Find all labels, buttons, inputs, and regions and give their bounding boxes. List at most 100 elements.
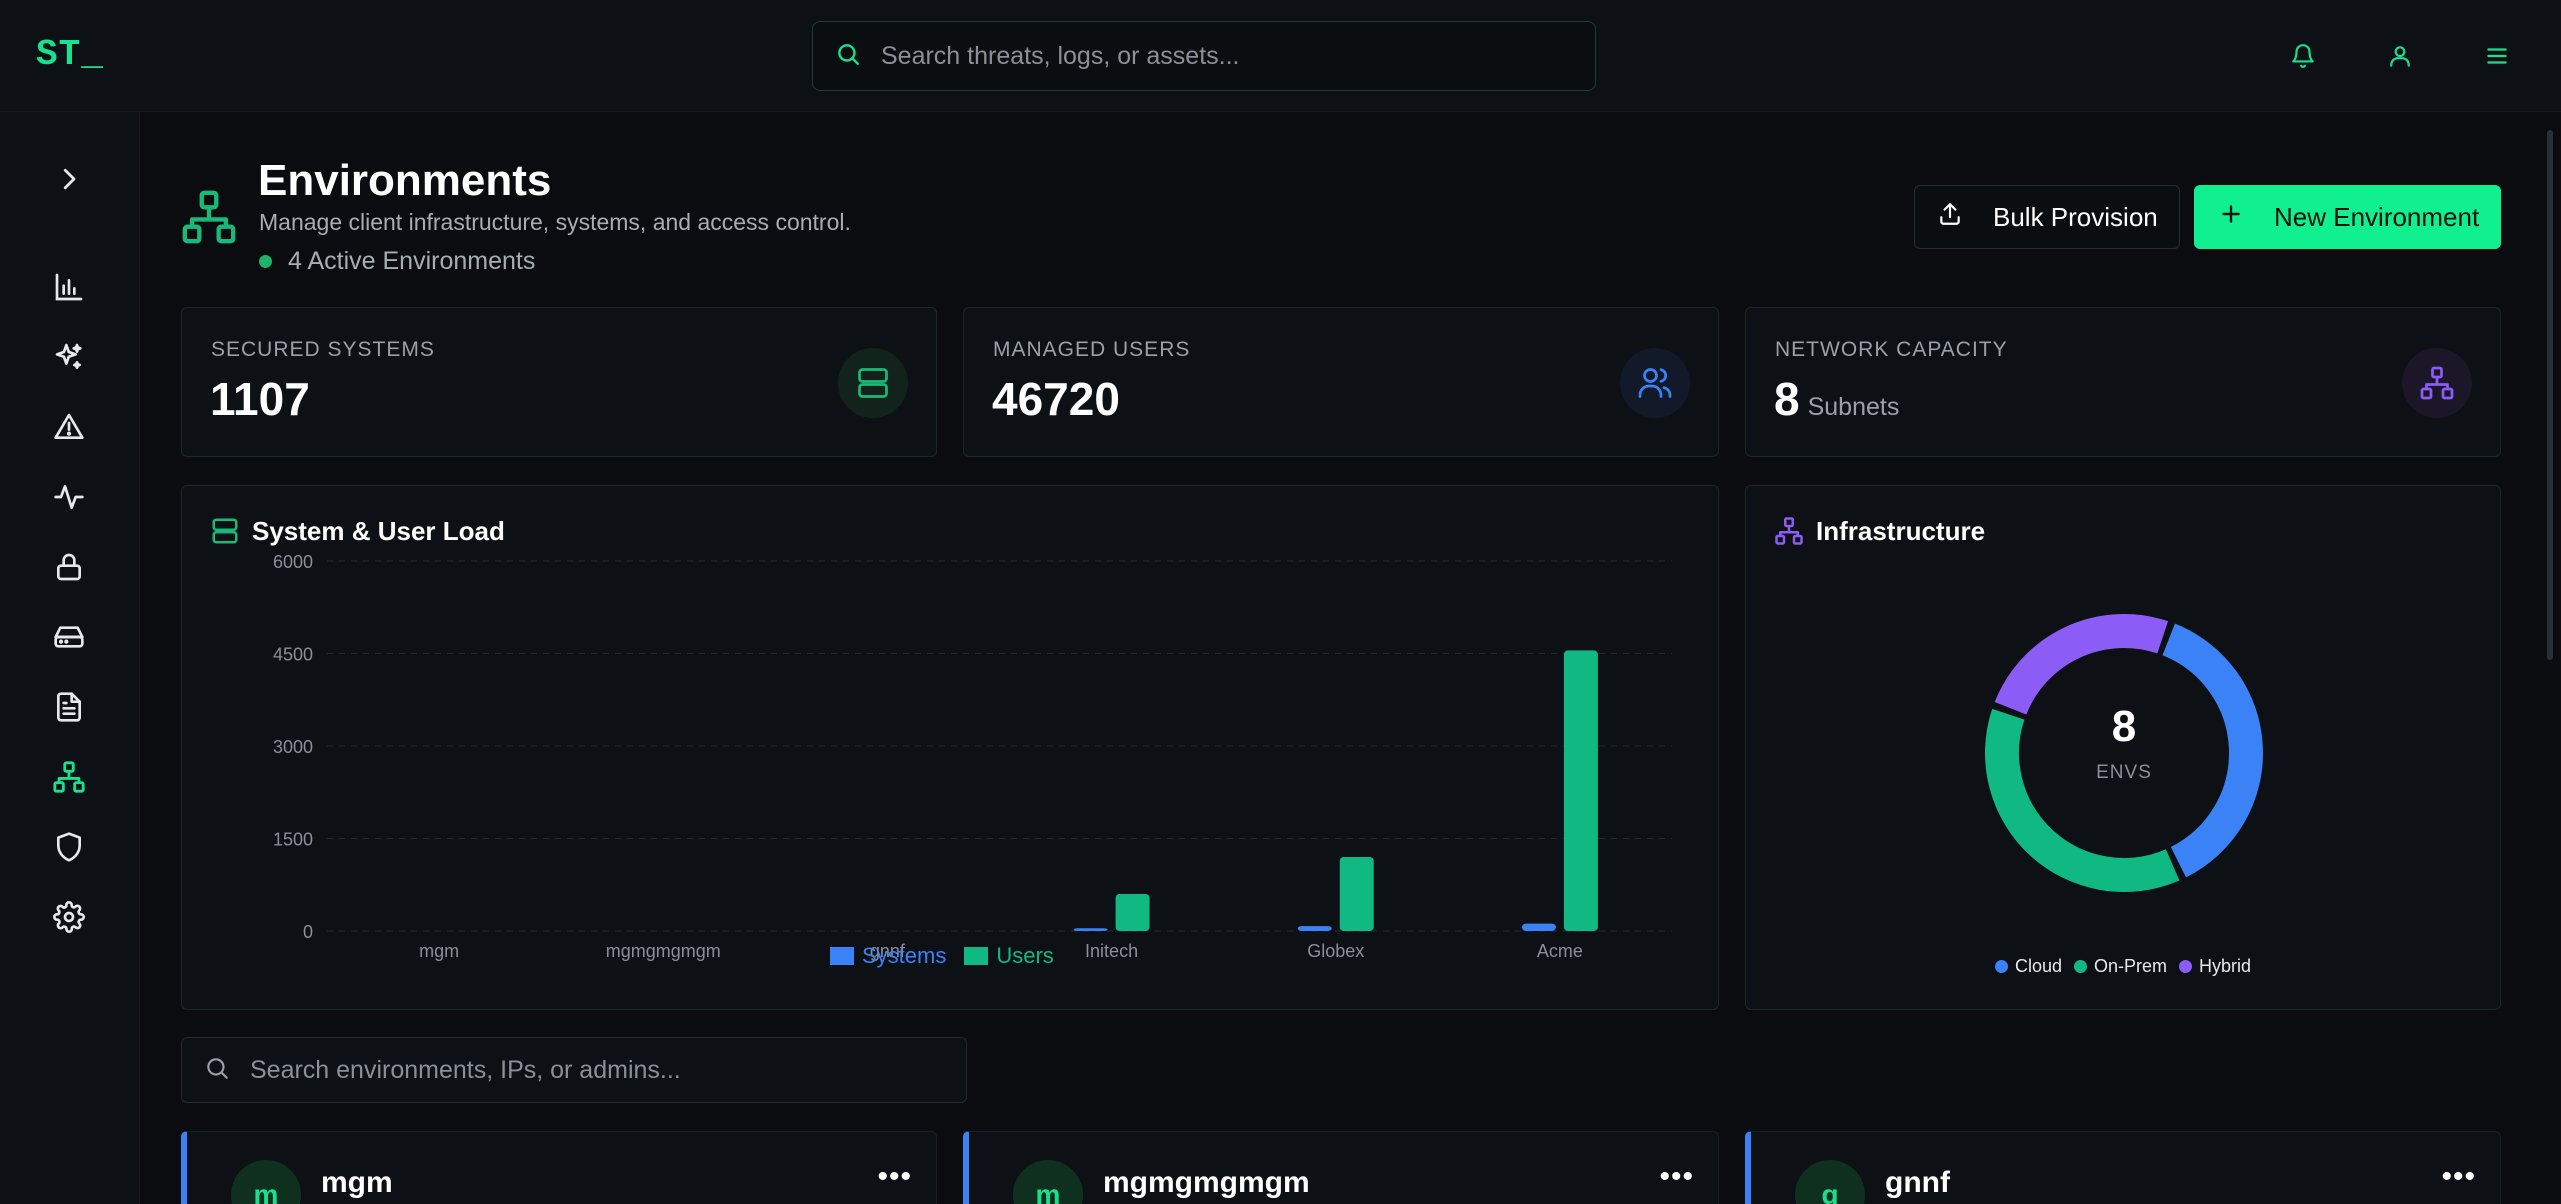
- file-text-icon[interactable]: [46, 684, 92, 730]
- stat-label: NETWORK CAPACITY: [1775, 338, 2008, 361]
- network-icon: [1774, 516, 1804, 551]
- more-options-icon[interactable]: •••: [1659, 1160, 1694, 1193]
- top-bar: ST_: [0, 0, 2561, 112]
- legend-swatch-systems: [830, 947, 854, 965]
- page-title: Environments: [258, 156, 552, 205]
- environment-search-input[interactable]: [250, 1055, 950, 1085]
- stat-value: 8 Subnets: [1774, 373, 1900, 425]
- network-icon: [2402, 348, 2472, 418]
- load-chart-title: System & User Load: [252, 516, 505, 546]
- plus-icon: [2218, 201, 2244, 234]
- environment-name: mgmgmgmgm: [1103, 1166, 1310, 1199]
- sparkles-icon[interactable]: [46, 334, 92, 380]
- avatar: m: [231, 1160, 301, 1204]
- stat-value: 1107: [210, 373, 310, 425]
- hard-drive-icon[interactable]: [46, 614, 92, 660]
- bar-systems-acme: [1521, 923, 1556, 931]
- environment-name: mgm: [321, 1166, 393, 1199]
- stat-label: MANAGED USERS: [993, 338, 1191, 361]
- active-status: 4 Active Environments: [259, 247, 535, 276]
- bar-users-initech: [1115, 894, 1150, 931]
- new-environment-label: New Environment: [2274, 201, 2480, 232]
- stat-card-network-capacity: NETWORK CAPACITY 8 Subnets: [1745, 307, 2501, 457]
- user-icon[interactable]: [2382, 38, 2418, 74]
- scrollbar-thumb[interactable]: [2547, 130, 2553, 660]
- x-tick-label: Initech: [1085, 941, 1138, 961]
- sidebar: [0, 112, 140, 1204]
- legend-item-cloud: Cloud: [1994, 956, 2062, 977]
- legend-item-on-prem: On-Prem: [2074, 956, 2167, 977]
- y-tick-label: 6000: [273, 552, 313, 572]
- stat-card-secured-systems: SECURED SYSTEMS 1107: [181, 307, 937, 457]
- infrastructure-legend: Cloud On-Prem Hybrid: [1746, 956, 2500, 977]
- environment-card[interactable]: m mgmgmgmgm •••: [963, 1131, 1719, 1204]
- donut-center-value: 8: [2112, 702, 2136, 751]
- server-icon: [210, 516, 240, 551]
- donut-center-label: ENVS: [2096, 762, 2152, 783]
- more-options-icon[interactable]: •••: [2441, 1160, 2476, 1193]
- page-subtitle: Manage client infrastructure, systems, a…: [259, 209, 851, 235]
- network-icon: [180, 188, 238, 251]
- network-icon[interactable]: [46, 754, 92, 800]
- global-search-input[interactable]: [881, 41, 1561, 71]
- x-tick-label: mgmgmgmgm: [606, 941, 721, 961]
- more-options-icon[interactable]: •••: [877, 1160, 912, 1193]
- new-environment-button[interactable]: New Environment: [2194, 185, 2501, 249]
- donut-slice-hybrid: [1994, 614, 2169, 715]
- x-tick-label: Acme: [1537, 941, 1583, 961]
- status-dot: [259, 255, 272, 268]
- y-tick-label: 0: [303, 922, 313, 942]
- bar-users-acme: [1563, 650, 1598, 931]
- environment-name: gnnf: [1885, 1166, 1950, 1199]
- chevron-right-icon[interactable]: [46, 156, 92, 202]
- upload-icon: [1937, 201, 1963, 234]
- settings-icon[interactable]: [46, 894, 92, 940]
- bell-icon[interactable]: [2285, 38, 2321, 74]
- y-tick-label: 4500: [273, 645, 313, 665]
- lock-icon[interactable]: [46, 544, 92, 590]
- environment-search[interactable]: [181, 1037, 967, 1103]
- global-search[interactable]: [812, 21, 1596, 91]
- server-icon: [838, 348, 908, 418]
- x-tick-label: Globex: [1307, 941, 1364, 961]
- load-bar-chart: 0 1500 3000 4500 6000 mgm mgmgmgmgm gnnf Initech…: [273, 552, 1672, 961]
- activity-icon[interactable]: [46, 474, 92, 520]
- alert-triangle-icon[interactable]: [46, 404, 92, 450]
- app-logo[interactable]: ST_: [36, 34, 104, 75]
- stat-label: SECURED SYSTEMS: [211, 338, 435, 361]
- bar-systems-globex: [1297, 926, 1332, 931]
- avatar: g: [1795, 1160, 1865, 1204]
- donut-slice-cloud: [2162, 623, 2263, 878]
- stat-card-managed-users: MANAGED USERS 46720: [963, 307, 1719, 457]
- status-text: 4 Active Environments: [288, 247, 536, 275]
- avatar: m: [1013, 1160, 1083, 1204]
- load-chart-legend: Systems Users: [830, 943, 1054, 969]
- menu-icon[interactable]: [2479, 38, 2515, 74]
- infrastructure-donut-chart: 8 ENVS: [1985, 614, 2263, 892]
- users-icon: [1620, 348, 1690, 418]
- x-tick-label: gnnf: [870, 941, 906, 961]
- stat-value: 46720: [992, 373, 1120, 425]
- legend-item-hybrid: Hybrid: [2179, 956, 2251, 977]
- search-icon: [835, 41, 861, 72]
- infrastructure-panel: Infrastructure 8 ENVS Cloud On-Prem Hybr…: [1745, 485, 2501, 1010]
- load-chart-panel: System & User Load 0 1500 3000 4500 6000 mgm m…: [181, 485, 1719, 1010]
- infrastructure-title: Infrastructure: [1816, 516, 1986, 546]
- bar-systems-initech: [1073, 928, 1108, 931]
- legend-swatch-users: [964, 947, 989, 965]
- y-tick-label: 1500: [273, 830, 313, 850]
- environment-card[interactable]: g gnnf •••: [1745, 1131, 2501, 1204]
- environment-card[interactable]: m mgm •••: [181, 1131, 937, 1204]
- legend-label-users: Users: [996, 943, 1054, 968]
- search-icon: [204, 1055, 230, 1086]
- y-tick-label: 3000: [273, 737, 313, 757]
- legend-label-systems: Systems: [862, 943, 947, 968]
- shield-icon[interactable]: [46, 824, 92, 870]
- page-scrollbar[interactable]: [2543, 112, 2557, 1204]
- donut-slice-on-prem: [1985, 708, 2180, 892]
- bulk-provision-button[interactable]: Bulk Provision: [1914, 185, 2180, 249]
- x-tick-label: mgm: [419, 941, 459, 961]
- bulk-provision-label: Bulk Provision: [1993, 201, 2158, 232]
- bar-chart-icon[interactable]: [46, 264, 92, 310]
- bar-users-globex: [1339, 857, 1374, 931]
